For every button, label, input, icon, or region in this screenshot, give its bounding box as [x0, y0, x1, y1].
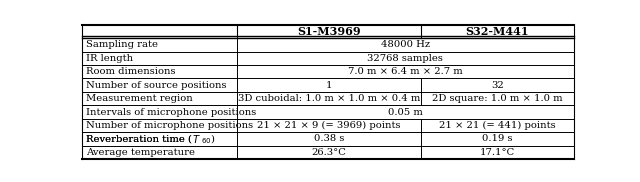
Text: Room dimensions: Room dimensions — [86, 67, 176, 76]
Text: 0.19 s: 0.19 s — [482, 134, 513, 143]
Text: Intervals of microphone positions: Intervals of microphone positions — [86, 108, 257, 117]
Text: 32: 32 — [491, 81, 504, 90]
Text: 1: 1 — [326, 81, 332, 90]
Text: IR length: IR length — [86, 54, 134, 63]
Text: Sampling rate: Sampling rate — [86, 40, 159, 49]
Text: 21 × 21 × 9 (= 3969) points: 21 × 21 × 9 (= 3969) points — [257, 121, 401, 130]
Text: S1-M3969: S1-M3969 — [298, 26, 361, 37]
Text: Reverberation time (: Reverberation time ( — [86, 134, 193, 143]
Text: 0.38 s: 0.38 s — [314, 134, 344, 143]
Text: 21 × 21 (= 441) points: 21 × 21 (= 441) points — [439, 121, 556, 130]
Text: Reverberation time (: Reverberation time ( — [86, 134, 195, 143]
Text: Number of microphone positions: Number of microphone positions — [86, 121, 253, 130]
Text: Average temperature: Average temperature — [86, 148, 195, 157]
Text: 2D square: 1.0 m × 1.0 m: 2D square: 1.0 m × 1.0 m — [432, 94, 563, 103]
Text: 17.1°C: 17.1°C — [480, 148, 515, 157]
Text: S32-M441: S32-M441 — [466, 26, 529, 37]
Text: Reverberation time (: Reverberation time ( — [86, 134, 193, 143]
Text: 48000 Hz: 48000 Hz — [381, 40, 430, 49]
Text: 3D cuboidal: 1.0 m × 1.0 m × 0.4 m: 3D cuboidal: 1.0 m × 1.0 m × 0.4 m — [238, 94, 420, 103]
Text: 0.05 m: 0.05 m — [388, 108, 423, 117]
Text: Number of source positions: Number of source positions — [86, 81, 227, 90]
Text: $T$: $T$ — [193, 133, 201, 145]
Text: 26.3°C: 26.3°C — [312, 148, 347, 157]
Text: Measurement region: Measurement region — [86, 94, 193, 103]
Text: 7.0 m × 6.4 m × 2.7 m: 7.0 m × 6.4 m × 2.7 m — [348, 67, 463, 76]
Text: $_{60}$): $_{60}$) — [201, 132, 216, 146]
Text: 32768 samples: 32768 samples — [367, 54, 444, 63]
